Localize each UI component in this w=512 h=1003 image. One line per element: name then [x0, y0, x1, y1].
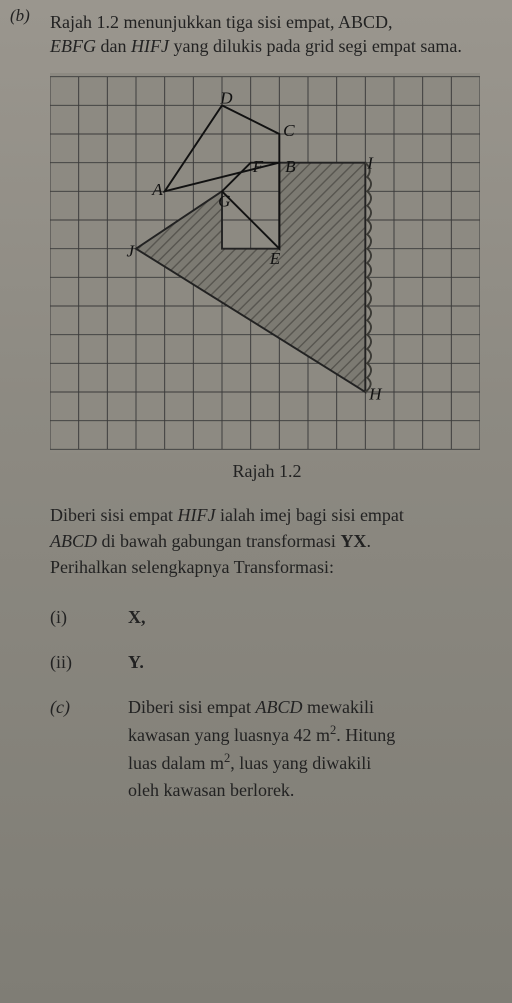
exam-page: (b) Rajah 1.2 menunjukkan tiga sisi empa…	[0, 0, 512, 1003]
intro-ital1: EBFG	[50, 36, 96, 56]
c3b: , luas yang diwakili	[230, 753, 371, 773]
intro-mid2: yang dilukis pada grid segi empat sama.	[169, 36, 462, 56]
c2a: kawasan yang luasnya 42 m	[128, 725, 330, 745]
item-i-body: X,	[128, 604, 484, 631]
label-D: D	[219, 88, 233, 107]
label-B: B	[285, 157, 296, 176]
c1b: mewakili	[302, 697, 373, 717]
subitems: (i) X, (ii) Y. (c) Diberi sisi empat ABC…	[50, 604, 484, 804]
label-F: F	[252, 157, 264, 176]
item-c: (c) Diberi sisi empat ABCD mewakili kawa…	[50, 694, 484, 804]
c1a: Diberi sisi empat	[128, 697, 255, 717]
intro-line1: Rajah 1.2 menunjukkan tiga sisi empat, A…	[50, 12, 392, 32]
b2i: ABCD	[50, 531, 97, 551]
item-i-label: (i)	[50, 604, 128, 631]
b2yx: YX	[340, 531, 366, 551]
label-C: C	[283, 121, 295, 140]
c1i: ABCD	[255, 697, 302, 717]
part-b-label: (b)	[10, 6, 30, 26]
b2b: di bawah gabungan transformasi	[97, 531, 340, 551]
intro-text: Rajah 1.2 menunjukkan tiga sisi empat, A…	[50, 10, 484, 59]
intro-mid1: dan	[96, 36, 131, 56]
item-c-label: (c)	[50, 694, 128, 804]
intro-ital2: HIFJ	[131, 36, 169, 56]
label-E: E	[269, 249, 281, 268]
grid-container: D C B A F G E J I H	[50, 73, 480, 453]
figure-caption: Rajah 1.2	[50, 461, 484, 482]
question-body: Diberi sisi empat HIFJ ialah imej bagi s…	[50, 502, 484, 580]
b3: Perihalkan selengkapnya Transformasi:	[50, 557, 334, 577]
label-H: H	[368, 384, 383, 403]
c3a: luas dalam m	[128, 753, 224, 773]
item-i: (i) X,	[50, 604, 484, 631]
item-c-body: Diberi sisi empat ABCD mewakili kawasan …	[128, 694, 484, 804]
diagram-svg: D C B A F G E J I H	[50, 73, 480, 453]
label-J: J	[126, 241, 135, 260]
b1i: HIFJ	[177, 505, 215, 525]
b2e: .	[366, 531, 371, 551]
item-ii: (ii) Y.	[50, 649, 484, 676]
c4: oleh kawasan berlorek.	[128, 780, 294, 800]
item-ii-body: Y.	[128, 649, 484, 676]
label-G: G	[218, 191, 231, 210]
c2b: . Hitung	[336, 725, 395, 745]
label-A: A	[151, 180, 163, 199]
item-ii-label: (ii)	[50, 649, 128, 676]
b1a: Diberi sisi empat	[50, 505, 177, 525]
b1b: ialah imej bagi sisi empat	[215, 505, 403, 525]
